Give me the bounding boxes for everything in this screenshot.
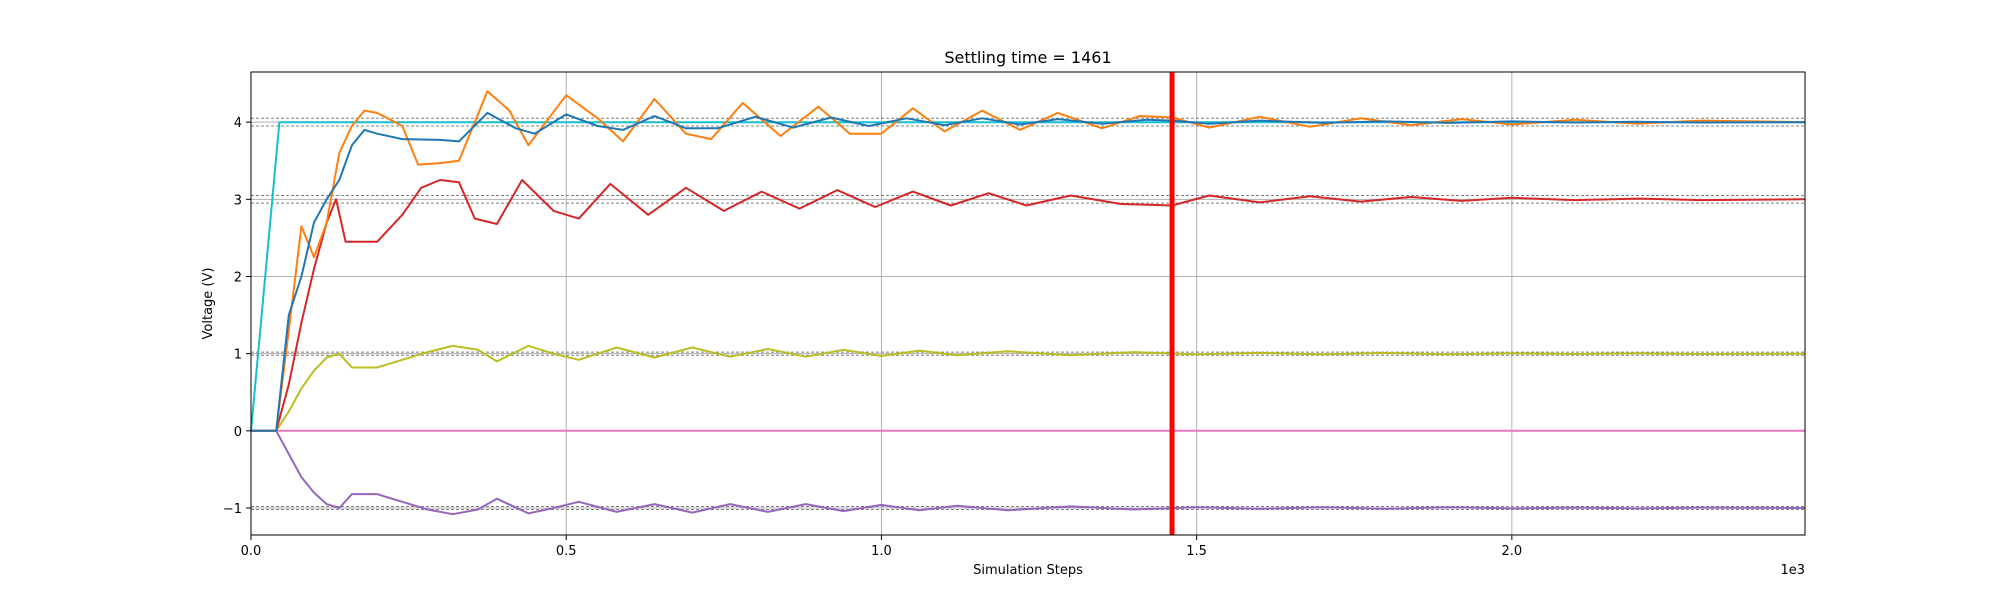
y-axis-label: Voltage (V) <box>201 268 216 340</box>
y-tick-label: 3 <box>234 193 242 208</box>
y-tick-label: 2 <box>234 270 242 285</box>
y-tick-label: 0 <box>234 425 242 440</box>
x-tick-label: 2.0 <box>1502 544 1523 559</box>
x-axis-label: Simulation Steps <box>973 563 1083 578</box>
plot-area-frame <box>250 71 1806 536</box>
chart-title: Settling time = 1461 <box>944 48 1111 67</box>
series-line <box>251 111 1806 432</box>
x-tick-label: 0.5 <box>556 544 577 559</box>
y-tick-label: 1 <box>234 348 242 363</box>
x-tick-label: 1.5 <box>1186 544 1207 559</box>
y-tick-label: −1 <box>223 502 242 517</box>
reference-band-lines <box>251 117 1805 511</box>
grid-lines <box>250 72 1805 535</box>
y-tick-label: 4 <box>234 116 242 131</box>
series-line <box>251 179 1806 432</box>
series-lines <box>250 90 1806 516</box>
series-line <box>251 429 1806 516</box>
series-line <box>251 344 1806 432</box>
series-line <box>251 90 1806 432</box>
x-tick-label: 1.0 <box>871 544 892 559</box>
x-axis-offset-label: 1e3 <box>1780 563 1805 578</box>
x-tick-label: 0.0 <box>241 544 262 559</box>
axis-ticks: 0.0 0.5 1.0 1.5 2.0 −1 0 1 2 3 4 <box>223 116 1522 559</box>
